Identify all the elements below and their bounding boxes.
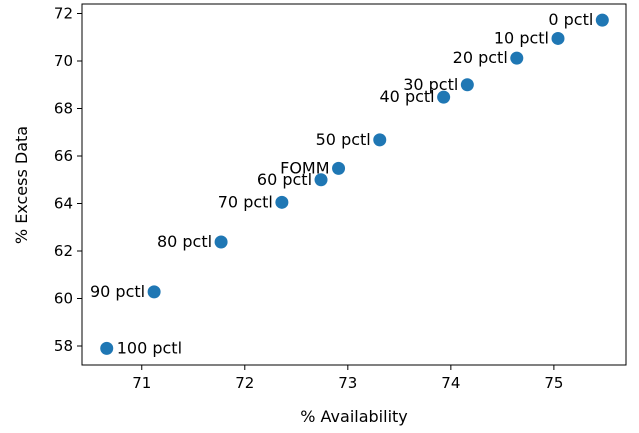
- y-axis-ticks: 58 60 62 64 66 68 70 72: [54, 5, 82, 355]
- y-tick-label: 58: [54, 337, 73, 355]
- x-tick-label: 72: [235, 374, 254, 392]
- data-point: [460, 78, 474, 92]
- data-point: [100, 341, 114, 355]
- plot-frame: [81, 3, 627, 366]
- y-tick-label: 62: [54, 242, 73, 260]
- x-tick-label: 75: [544, 374, 563, 392]
- data-points: [100, 13, 609, 355]
- y-tick-label: 64: [54, 195, 73, 213]
- data-point: [373, 133, 387, 147]
- y-tick-label: 66: [54, 147, 73, 165]
- x-tick-label: 73: [338, 374, 357, 392]
- y-axis-label: % Excess Data: [12, 126, 31, 244]
- data-point: [551, 31, 565, 45]
- data-point: [314, 173, 328, 187]
- x-tick-label: 71: [132, 374, 151, 392]
- point-label: 0 pctl: [548, 10, 593, 29]
- point-label: 20 pctl: [453, 48, 508, 67]
- y-tick-label: 60: [54, 290, 73, 308]
- data-point: [510, 51, 524, 65]
- point-label: 90 pctl: [90, 282, 145, 301]
- y-tick-label: 72: [54, 5, 73, 23]
- data-point: [275, 195, 289, 209]
- x-axis-ticks: 71 72 73 74 75: [132, 365, 563, 392]
- data-point: [147, 285, 161, 299]
- point-label: 50 pctl: [316, 130, 371, 149]
- data-point: [595, 13, 609, 27]
- x-axis-label: % Availability: [300, 407, 408, 426]
- data-point: [332, 161, 346, 175]
- point-label: 70 pctl: [218, 192, 273, 211]
- y-tick-label: 68: [54, 100, 73, 118]
- point-label: 40 pctl: [380, 87, 435, 106]
- data-point: [437, 90, 451, 104]
- point-label: 100 pctl: [117, 338, 182, 357]
- y-tick-label: 70: [54, 52, 73, 70]
- data-point: [214, 235, 228, 249]
- point-label: 60 pctl: [257, 170, 312, 189]
- point-label: 30 pctl: [403, 75, 458, 94]
- point-label: FOMM: [280, 158, 329, 177]
- point-label: 80 pctl: [157, 232, 212, 251]
- x-tick-label: 74: [441, 374, 460, 392]
- point-label: 10 pctl: [494, 28, 549, 47]
